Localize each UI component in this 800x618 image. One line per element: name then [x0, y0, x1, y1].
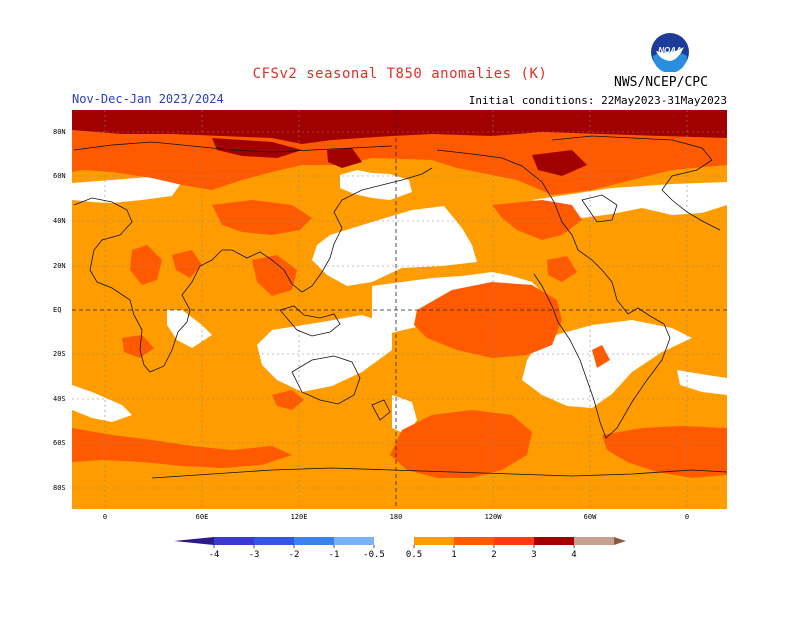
- colorbar-arrow-low: [174, 537, 214, 545]
- colorbar-tick-label: -4: [209, 550, 220, 560]
- colorbar-ticks: [213, 545, 575, 548]
- colorbar-arrow-high: [614, 537, 626, 545]
- colorbar-bin-neg4: [214, 537, 254, 545]
- lat-label-40n: 40N: [53, 217, 66, 225]
- colorbar-bin-neutral: [374, 537, 414, 545]
- lon-label-180: 180: [389, 513, 403, 521]
- lat-label-20n: 20N: [53, 262, 66, 270]
- lat-label-eq: EQ: [53, 306, 62, 314]
- colorbar-tick-label: -0.5: [363, 550, 385, 560]
- svg-text:NOAA: NOAA: [658, 46, 682, 55]
- lat-label-60s: 60S: [53, 439, 66, 447]
- coastlines: [73, 135, 727, 479]
- colorbar-bin-pos3: [534, 537, 574, 545]
- lon-label-60e: 60E: [195, 513, 209, 521]
- colorbar-bin-pos1: [454, 537, 494, 545]
- colorbar-bin-neg3: [254, 537, 294, 545]
- lat-label-60n: 60N: [53, 172, 66, 180]
- lat-label-40s: 40S: [53, 395, 66, 403]
- lon-label-60w: 60W: [583, 513, 597, 521]
- agency-label: NWS/NCEP/CPC: [614, 75, 708, 90]
- colorbar-tick-label: 2: [491, 550, 496, 560]
- lat-label-80s: 80S: [53, 484, 66, 492]
- colorbar-tick-label: 1: [451, 550, 456, 560]
- colorbar-bin-pos05: [414, 537, 454, 545]
- lon-label-0-right: 0: [684, 513, 690, 521]
- colorbar-tick-label: 4: [571, 550, 576, 560]
- lon-label-120w: 120W: [484, 513, 502, 521]
- chart-title: CFSv2 seasonal T850 anomalies (K): [252, 66, 548, 82]
- lat-label-80n: 80N: [53, 128, 66, 136]
- colorbar-tick-label: -1: [329, 550, 340, 560]
- colorbar-tick-label: 3: [531, 550, 536, 560]
- map-gridlines: [72, 110, 727, 509]
- lat-label-20s: 20S: [53, 350, 66, 358]
- colorbar-bin-pos4: [574, 537, 614, 545]
- colorbar-bin-pos2: [494, 537, 534, 545]
- colorbar-tick-label: 0.5: [406, 550, 422, 560]
- colorbar-tick-label: -2: [289, 550, 300, 560]
- anomaly-3-4-zones: [72, 110, 727, 176]
- initial-conditions-label: Initial conditions: 22May2023-31May2023: [468, 94, 727, 107]
- colorbar-tick-label: -3: [249, 550, 260, 560]
- colorbar-bin-neg2: [294, 537, 334, 545]
- lon-label-0-left: 0: [102, 513, 108, 521]
- colorbar: -4 -3 -2 -1 -0.5 0.5 1 2 3 4: [174, 537, 626, 560]
- anomaly-map: [72, 110, 727, 509]
- lon-label-120e: 120E: [290, 513, 308, 521]
- map-center-lines: [72, 110, 727, 509]
- season-label: Nov-Dec-Jan 2023/2024: [72, 92, 224, 106]
- colorbar-bin-neg1: [334, 537, 374, 545]
- noaa-logo: NOAA: [650, 32, 690, 73]
